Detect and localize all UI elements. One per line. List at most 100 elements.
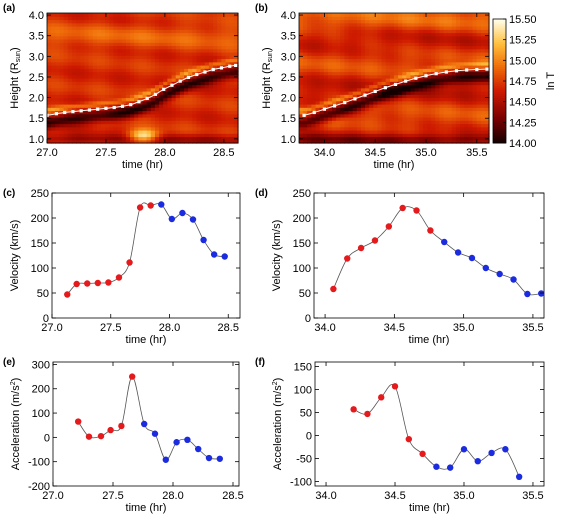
heatmap-cell <box>315 13 321 17</box>
heatmap-cell <box>410 55 416 60</box>
heatmap-cell <box>125 136 131 141</box>
heatmap-cell <box>150 16 156 21</box>
heatmap-cell <box>435 61 441 66</box>
heatmap-cell <box>464 78 469 82</box>
heatmap-cell <box>394 120 399 125</box>
heatmap-cell <box>394 126 399 131</box>
heatmap-cell <box>92 94 98 99</box>
heatmap-cell <box>394 84 399 89</box>
heatmap-cell <box>184 87 189 92</box>
heatmap-cell <box>196 32 202 37</box>
heatmap-cell <box>352 100 358 105</box>
heatmap-cell <box>217 81 222 86</box>
heatmap-cell <box>410 48 416 53</box>
heatmap-cell <box>369 48 374 53</box>
heatmap-cell <box>348 136 354 141</box>
heatmap-cell <box>356 13 362 17</box>
heatmap-cell <box>159 45 164 50</box>
heatmap-cell <box>460 39 465 43</box>
heatmap-cell <box>431 52 436 56</box>
blue-data-point <box>460 446 468 453</box>
heatmap-cell <box>464 26 469 30</box>
heatmap-cell <box>451 113 457 118</box>
heatmap-cell <box>134 48 139 53</box>
x-tick-label: 27.5 <box>95 147 116 159</box>
heatmap-cell <box>303 48 308 53</box>
heatmap-cell <box>468 48 474 53</box>
heatmap-cell <box>480 117 486 121</box>
heatmap-cell <box>468 45 474 50</box>
heatmap-cell <box>319 136 325 141</box>
heatmap-cell <box>233 78 239 82</box>
heatmap-cell <box>336 26 341 30</box>
heatmap-cell <box>196 81 202 86</box>
heatmap-cell <box>88 117 94 121</box>
heatmap-cell <box>422 16 428 21</box>
heatmap-cell <box>225 74 231 79</box>
heatmap-cell <box>125 130 131 134</box>
heatmap-cell <box>125 68 131 73</box>
heatmap-cell <box>311 13 317 17</box>
x-tick-label: 34.5 <box>364 147 385 159</box>
heatmap-cell <box>402 58 407 63</box>
heatmap-cell <box>365 104 370 108</box>
heatmap-cell <box>167 130 173 134</box>
heatmap-cell <box>315 81 321 86</box>
heatmap-cell <box>369 19 374 24</box>
heatmap-cell <box>303 110 308 115</box>
heatmap-cell <box>356 29 362 34</box>
heatmap-cell <box>47 84 52 89</box>
heatmap-cell <box>163 16 169 21</box>
heatmap-cell <box>229 110 235 115</box>
heatmap-cell <box>100 84 106 89</box>
heatmap-cell <box>385 26 391 30</box>
heatmap-cell <box>439 26 445 30</box>
heatmap-cell <box>311 139 317 144</box>
heatmap-cell <box>105 55 110 60</box>
y-axis-label-main: Height (R <box>9 62 21 109</box>
heatmap-cell <box>188 123 193 128</box>
heatmap-cell <box>47 29 52 34</box>
heatmap-cell <box>221 29 227 34</box>
heatmap-cell <box>455 120 461 125</box>
heatmap-cell <box>427 84 432 89</box>
heatmap-cell <box>303 71 308 76</box>
heatmap-cell <box>352 133 358 138</box>
heatmap-cell <box>443 97 449 102</box>
heatmap-cell <box>63 42 69 47</box>
heatmap-cell <box>418 107 424 112</box>
heatmap-cell <box>204 87 210 92</box>
heatmap-cell <box>117 45 123 50</box>
heatmap-cell <box>76 42 81 47</box>
heatmap-cell <box>171 55 177 60</box>
heatmap-cell <box>163 61 169 66</box>
heatmap-cell <box>369 87 374 92</box>
heatmap-cell <box>427 113 432 118</box>
heatmap-cell <box>51 78 56 82</box>
heatmap-cell <box>121 113 127 118</box>
heatmap-cell <box>171 16 177 21</box>
heatmap-cell <box>307 133 312 138</box>
heatmap-cell <box>447 94 453 99</box>
heatmap-cell <box>76 68 81 73</box>
heatmap-cell <box>435 136 441 141</box>
heatmap-cell <box>204 139 210 144</box>
heatmap-cell <box>451 42 457 47</box>
heatmap-cell <box>435 110 441 115</box>
red-data-point <box>129 373 136 380</box>
heatmap-cell <box>184 120 189 125</box>
heatmap-cell <box>200 110 206 115</box>
heatmap-cell <box>427 100 432 105</box>
heatmap-cell <box>439 84 445 89</box>
heatmap-cell <box>373 94 379 99</box>
heatmap-cell <box>221 110 227 115</box>
heatmap-cell <box>303 78 308 82</box>
heatmap-cell <box>213 65 218 69</box>
heatmap-cell <box>179 133 185 138</box>
heatmap-cell <box>414 32 420 37</box>
heatmap-cell <box>311 78 317 82</box>
heatmap-cell <box>422 133 428 138</box>
front-track-point <box>63 110 67 115</box>
heatmap-cell <box>336 81 341 86</box>
